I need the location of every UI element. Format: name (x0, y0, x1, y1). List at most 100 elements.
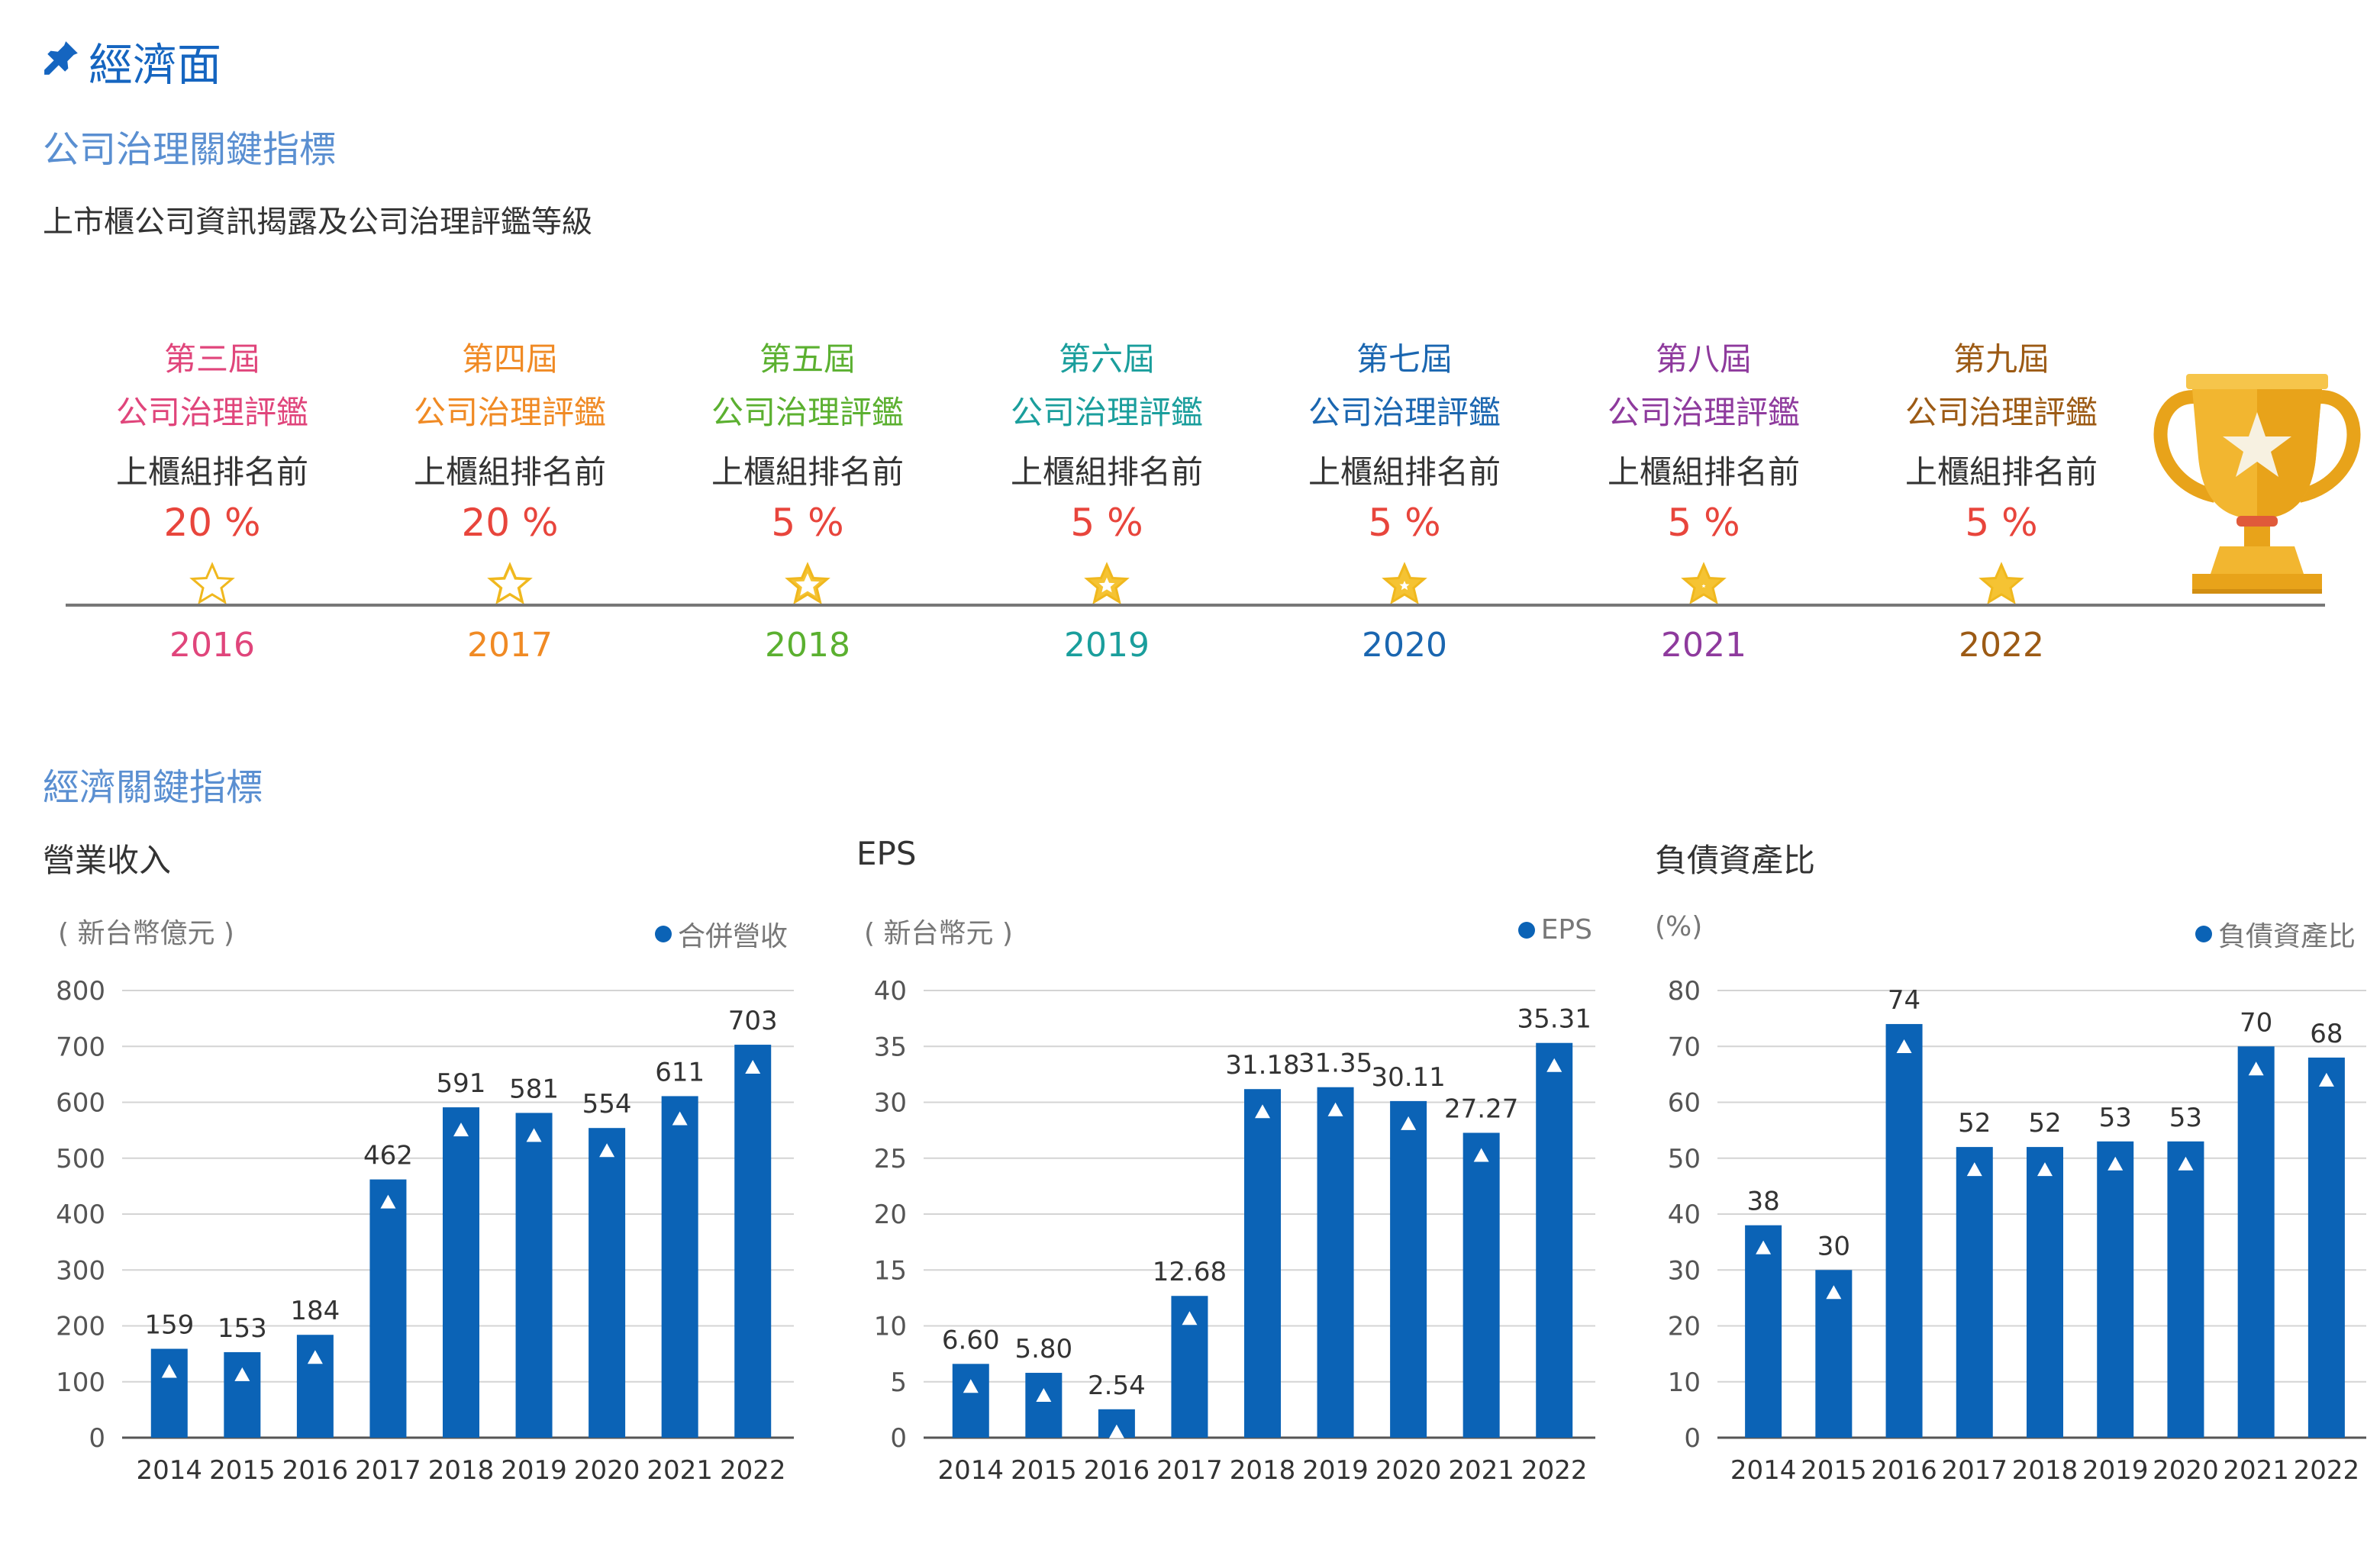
bar-marker (1182, 1311, 1198, 1325)
bar (661, 1096, 698, 1438)
x-tick-label: 2014 (1730, 1455, 1797, 1486)
edition: 第七屆 (1356, 340, 1453, 378)
x-tick-label: 2015 (209, 1455, 276, 1486)
x-tick-label: 2018 (2012, 1455, 2078, 1486)
y-tick-label: 0 (890, 1423, 907, 1454)
trophy-icon (2146, 366, 2368, 610)
debt-ratio-chart: 0 10 20 30 40 50 60 70 80 38 2014 30 2015 74 2016 52 201… (1668, 976, 2366, 1486)
data-label: 5.80 (1014, 1334, 1072, 1364)
bar-marker (745, 1060, 761, 1074)
y-tick-label: 600 (56, 1088, 105, 1119)
x-tick-label: 2022 (720, 1455, 786, 1486)
rank-label: 上櫃組排名前 (413, 453, 606, 491)
rank-label: 上櫃組排名前 (1904, 453, 2098, 491)
bar-marker (2037, 1162, 2053, 1177)
x-tick-label: 2018 (428, 1455, 495, 1486)
x-tick-label: 2021 (1448, 1455, 1514, 1486)
x-tick-label: 2022 (2294, 1455, 2360, 1486)
rank-percent: 5 % (1070, 501, 1143, 545)
governance-description: 上市櫃公司資訊揭露及公司治理評鑑等級 (43, 205, 592, 240)
y-tick-label: 15 (874, 1255, 907, 1286)
governance-heading: 公司治理關鍵指標 (43, 128, 337, 171)
bar (1390, 1100, 1427, 1438)
x-tick-label: 2014 (137, 1455, 203, 1486)
y-tick-label: 20 (874, 1200, 907, 1230)
rank-percent: 20 % (461, 501, 559, 545)
timeline-line (66, 604, 2325, 607)
data-label: 703 (728, 1006, 778, 1036)
data-label: 68 (2310, 1019, 2343, 1049)
rank-label: 上櫃組排名前 (1308, 453, 1501, 491)
bar (224, 1351, 261, 1438)
y-tick-label: 25 (874, 1144, 907, 1174)
governance-item-2021: 第八屆 公司治理評鑑 上櫃組排名前 5 % (1566, 333, 1841, 546)
x-tick-label: 2020 (1375, 1455, 1442, 1486)
section-title-text: 經濟面 (89, 39, 222, 91)
bar-marker (1896, 1039, 1912, 1053)
data-label: 52 (1958, 1108, 1991, 1139)
data-label: 38 (1746, 1187, 1779, 1217)
governance-item-2022: 第九屆 公司治理評鑑 上櫃組排名前 5 % (1864, 333, 2139, 546)
bar (443, 1107, 479, 1438)
bar-marker (1546, 1058, 1562, 1072)
data-label: 184 (290, 1296, 340, 1326)
data-label: 554 (582, 1089, 632, 1119)
bar-marker (526, 1128, 542, 1142)
y-tick-label: 40 (1668, 1200, 1701, 1230)
x-tick-label: 2017 (1156, 1455, 1223, 1486)
x-tick-label: 2016 (282, 1455, 349, 1486)
bar-marker (1756, 1240, 1772, 1255)
y-tick-label: 30 (1668, 1255, 1701, 1286)
data-label: 6.60 (942, 1325, 1000, 1355)
bar (1956, 1147, 1993, 1438)
data-label: 611 (655, 1057, 705, 1087)
x-tick-label: 2021 (2223, 1455, 2289, 1486)
y-tick-label: 5 (890, 1367, 907, 1398)
bar-marker (161, 1364, 177, 1378)
bar-marker (453, 1123, 469, 1137)
timeline-year: 2017 (467, 626, 553, 665)
rank-label: 上櫃組排名前 (711, 453, 904, 491)
bar-marker (599, 1143, 615, 1158)
x-tick-label: 2016 (1871, 1455, 1937, 1486)
data-label: 30.11 (1371, 1062, 1445, 1093)
star-icon (487, 562, 533, 605)
legend-debt-ratio: 負債資產比 (2195, 914, 2356, 954)
chart-unit-debt-ratio: (%) (1655, 911, 1703, 942)
timeline-year: 2021 (1661, 626, 1746, 665)
legend-label: 合併營收 (677, 921, 788, 952)
legend-revenue: 合併營收 (654, 914, 788, 954)
bar (1885, 1023, 1923, 1438)
rank-percent: 5 % (1368, 501, 1441, 545)
bar (734, 1045, 772, 1438)
x-tick-label: 2014 (938, 1455, 1005, 1486)
data-label: 581 (509, 1074, 559, 1104)
award-title: 公司治理評鑑 (1904, 394, 2098, 431)
x-tick-label: 2022 (1521, 1455, 1588, 1486)
eps-chart: 0 5 10 15 20 25 30 35 40 6.60 2014 5.80 2015 2.54 2016… (874, 976, 1595, 1486)
y-tick-label: 10 (874, 1312, 907, 1342)
rank-percent: 20 % (163, 501, 261, 545)
star-icon (1681, 562, 1727, 605)
rank-label: 上櫃組排名前 (1607, 453, 1800, 491)
bar-marker (1473, 1148, 1489, 1162)
governance-item-2020: 第七屆 公司治理評鑑 上櫃組排名前 5 % (1267, 333, 1542, 546)
bar (1244, 1089, 1281, 1438)
data-label: 53 (2099, 1103, 2132, 1133)
award-title: 公司治理評鑑 (711, 394, 904, 431)
star-icon (1084, 562, 1130, 605)
data-label: 30 (1817, 1231, 1850, 1261)
y-tick-label: 70 (1668, 1032, 1701, 1062)
data-label: 53 (2169, 1103, 2202, 1133)
rank-percent: 5 % (1965, 501, 2038, 545)
edition: 第三屆 (163, 340, 260, 378)
award-title: 公司治理評鑑 (413, 394, 606, 431)
y-tick-label: 80 (1668, 976, 1701, 1007)
data-label: 31.18 (1225, 1050, 1299, 1081)
data-label: 462 (363, 1141, 413, 1171)
chart-unit-eps: ( 新台幣元 ) (864, 918, 1013, 949)
bar (952, 1364, 989, 1438)
bar-marker (1036, 1388, 1052, 1403)
data-label: 31.35 (1298, 1048, 1372, 1079)
data-label: 35.31 (1517, 1004, 1592, 1035)
